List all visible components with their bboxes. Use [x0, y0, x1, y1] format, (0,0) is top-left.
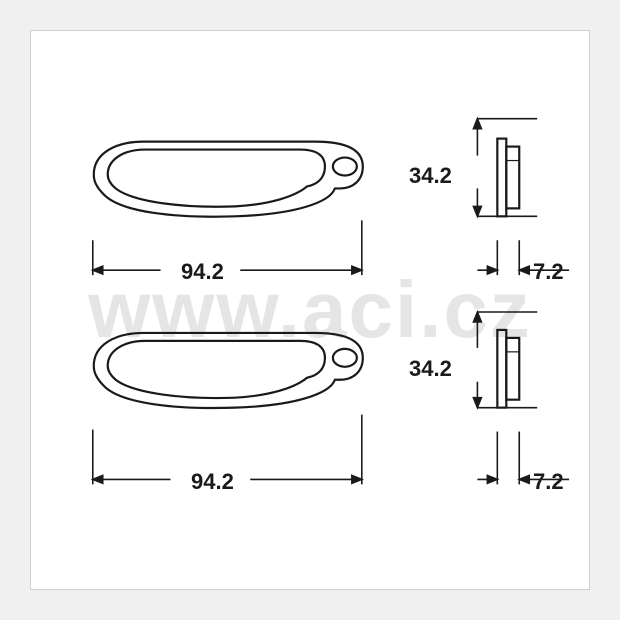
dim-height-top: 34.2 — [409, 163, 452, 189]
pad-top-front — [94, 142, 363, 217]
pad-top-side — [497, 139, 519, 217]
pad-bottom-front — [94, 333, 363, 408]
dim-thick-bottom: 7.2 — [533, 469, 564, 495]
dim-thick-top: 7.2 — [533, 259, 564, 285]
drawing-canvas: www.aci.cz — [30, 30, 590, 590]
pad-bottom-side — [497, 330, 519, 408]
dim-width-bottom: 94.2 — [191, 469, 234, 495]
dim-height-bottom: 34.2 — [409, 356, 452, 382]
dim-width-top: 94.2 — [181, 259, 224, 285]
diagram-layer: 34.2 94.2 7.2 34.2 94.2 7.2 — [31, 31, 589, 589]
technical-drawing-svg — [31, 31, 589, 589]
